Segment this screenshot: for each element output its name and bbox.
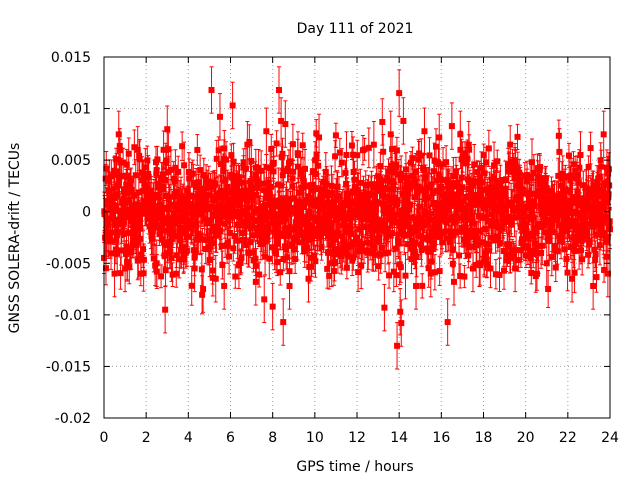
data-point xyxy=(189,266,195,305)
data-marker xyxy=(300,142,306,148)
data-marker xyxy=(256,272,262,278)
data-points xyxy=(101,67,613,369)
data-marker xyxy=(158,273,164,279)
data-marker xyxy=(380,149,386,155)
data-marker xyxy=(280,151,286,157)
data-point xyxy=(332,141,338,172)
data-marker xyxy=(173,271,179,277)
data-point xyxy=(199,276,205,314)
data-point xyxy=(274,131,280,156)
data-marker xyxy=(199,292,205,298)
data-marker xyxy=(258,168,264,174)
data-marker xyxy=(248,158,254,164)
data-marker xyxy=(328,183,334,189)
data-marker xyxy=(243,166,249,172)
data-marker xyxy=(136,189,142,195)
chart-title: Day 111 of 2021 xyxy=(297,21,414,37)
data-marker xyxy=(190,171,196,177)
data-marker xyxy=(290,175,296,181)
data-marker xyxy=(175,169,181,175)
data-marker xyxy=(335,184,341,190)
data-marker xyxy=(140,246,146,252)
data-marker xyxy=(355,269,361,275)
data-marker xyxy=(141,257,147,263)
data-marker xyxy=(304,244,310,250)
data-marker xyxy=(253,263,259,269)
data-marker xyxy=(226,254,232,260)
data-marker xyxy=(354,152,360,158)
data-marker xyxy=(230,245,236,251)
data-point xyxy=(354,140,360,170)
data-marker xyxy=(342,170,348,176)
data-marker xyxy=(223,157,229,163)
data-marker xyxy=(271,160,277,166)
data-marker xyxy=(189,283,195,289)
data-marker xyxy=(274,259,280,265)
data-marker xyxy=(115,182,121,188)
data-marker xyxy=(315,163,321,169)
data-marker xyxy=(266,256,272,262)
data-point xyxy=(333,123,339,147)
data-marker xyxy=(308,264,314,270)
data-marker xyxy=(312,258,318,264)
data-marker xyxy=(199,266,205,272)
data-marker xyxy=(290,141,296,147)
data-point xyxy=(194,135,200,166)
data-marker xyxy=(274,140,280,146)
data-point xyxy=(118,257,124,289)
data-marker xyxy=(333,132,339,138)
data-marker xyxy=(154,156,160,162)
data-marker xyxy=(349,143,355,149)
data-point xyxy=(366,128,372,168)
data-marker xyxy=(126,151,132,157)
data-marker xyxy=(194,147,200,153)
data-marker xyxy=(277,269,283,275)
